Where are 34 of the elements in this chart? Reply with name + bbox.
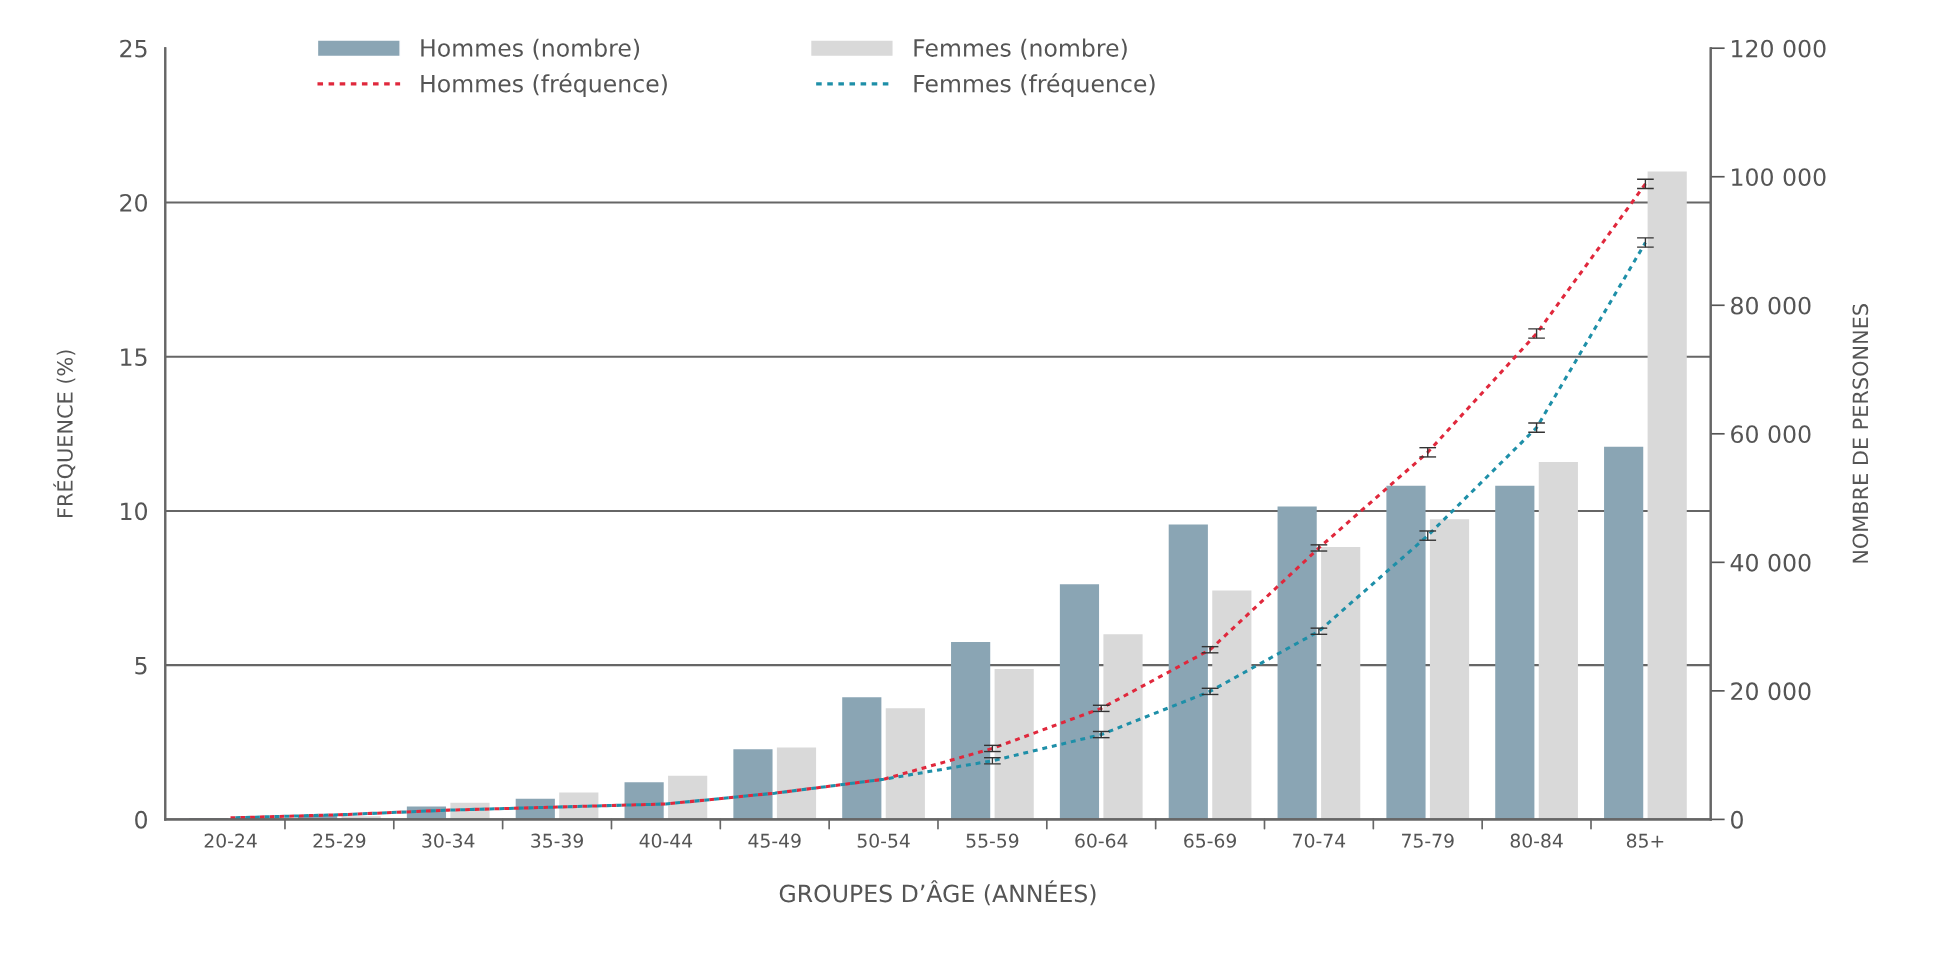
y2-tick-label: 0 xyxy=(1731,810,1743,829)
x-axis-title: GROUPES D’ÂGE (ANNÉES) xyxy=(779,880,1096,906)
x-tick-label: 25-29 xyxy=(313,833,366,848)
y-tick-label: 25 xyxy=(120,39,147,58)
x-tick-label: 80-84 xyxy=(1510,833,1563,848)
y-axis-title: FRÉQUENCE (%) xyxy=(53,350,76,517)
y2-axis-title: NOMBRE DE PERSONNES xyxy=(1852,304,1869,563)
y-tick-label: 15 xyxy=(121,348,147,366)
x-tick-label: 20-24 xyxy=(204,833,257,848)
x-tick-label: 35-39 xyxy=(531,833,583,848)
x-tick-label: 75-79 xyxy=(1402,833,1454,848)
x-tick-label: 45-49 xyxy=(748,833,801,848)
x-tick-label: 30-34 xyxy=(422,833,475,848)
x-tick-label: 50-54 xyxy=(857,833,910,848)
legend-label: Hommes (nombre) xyxy=(421,38,640,60)
y-tick-label: 20 xyxy=(120,193,147,212)
x-tick-label: 85+ xyxy=(1626,833,1664,848)
y-tick-label: 5 xyxy=(135,656,147,675)
y2-tick-label: 60 000 xyxy=(1731,425,1811,444)
legend-label: Femmes (fréquence) xyxy=(914,73,1155,98)
y2-tick-label: 100 000 xyxy=(1732,168,1826,187)
x-tick-label: 70-74 xyxy=(1293,833,1346,848)
legend-label: Hommes (fréquence) xyxy=(421,73,667,98)
x-tick-label: 65-69 xyxy=(1184,833,1236,848)
y-tick-label: 0 xyxy=(135,810,148,829)
y2-tick-label: 40 000 xyxy=(1730,553,1811,572)
x-tick-label: 40-44 xyxy=(639,833,693,848)
x-tick-label: 55-59 xyxy=(966,833,1019,848)
y2-tick-label: 20 000 xyxy=(1731,682,1811,701)
y-tick-label: 10 xyxy=(121,502,147,521)
x-tick-label: 60-64 xyxy=(1075,833,1128,848)
y2-tick-label: 120 000 xyxy=(1732,39,1826,58)
legend-label: Femmes (nombre) xyxy=(914,38,1127,60)
y2-tick-label: 80 000 xyxy=(1731,296,1811,315)
